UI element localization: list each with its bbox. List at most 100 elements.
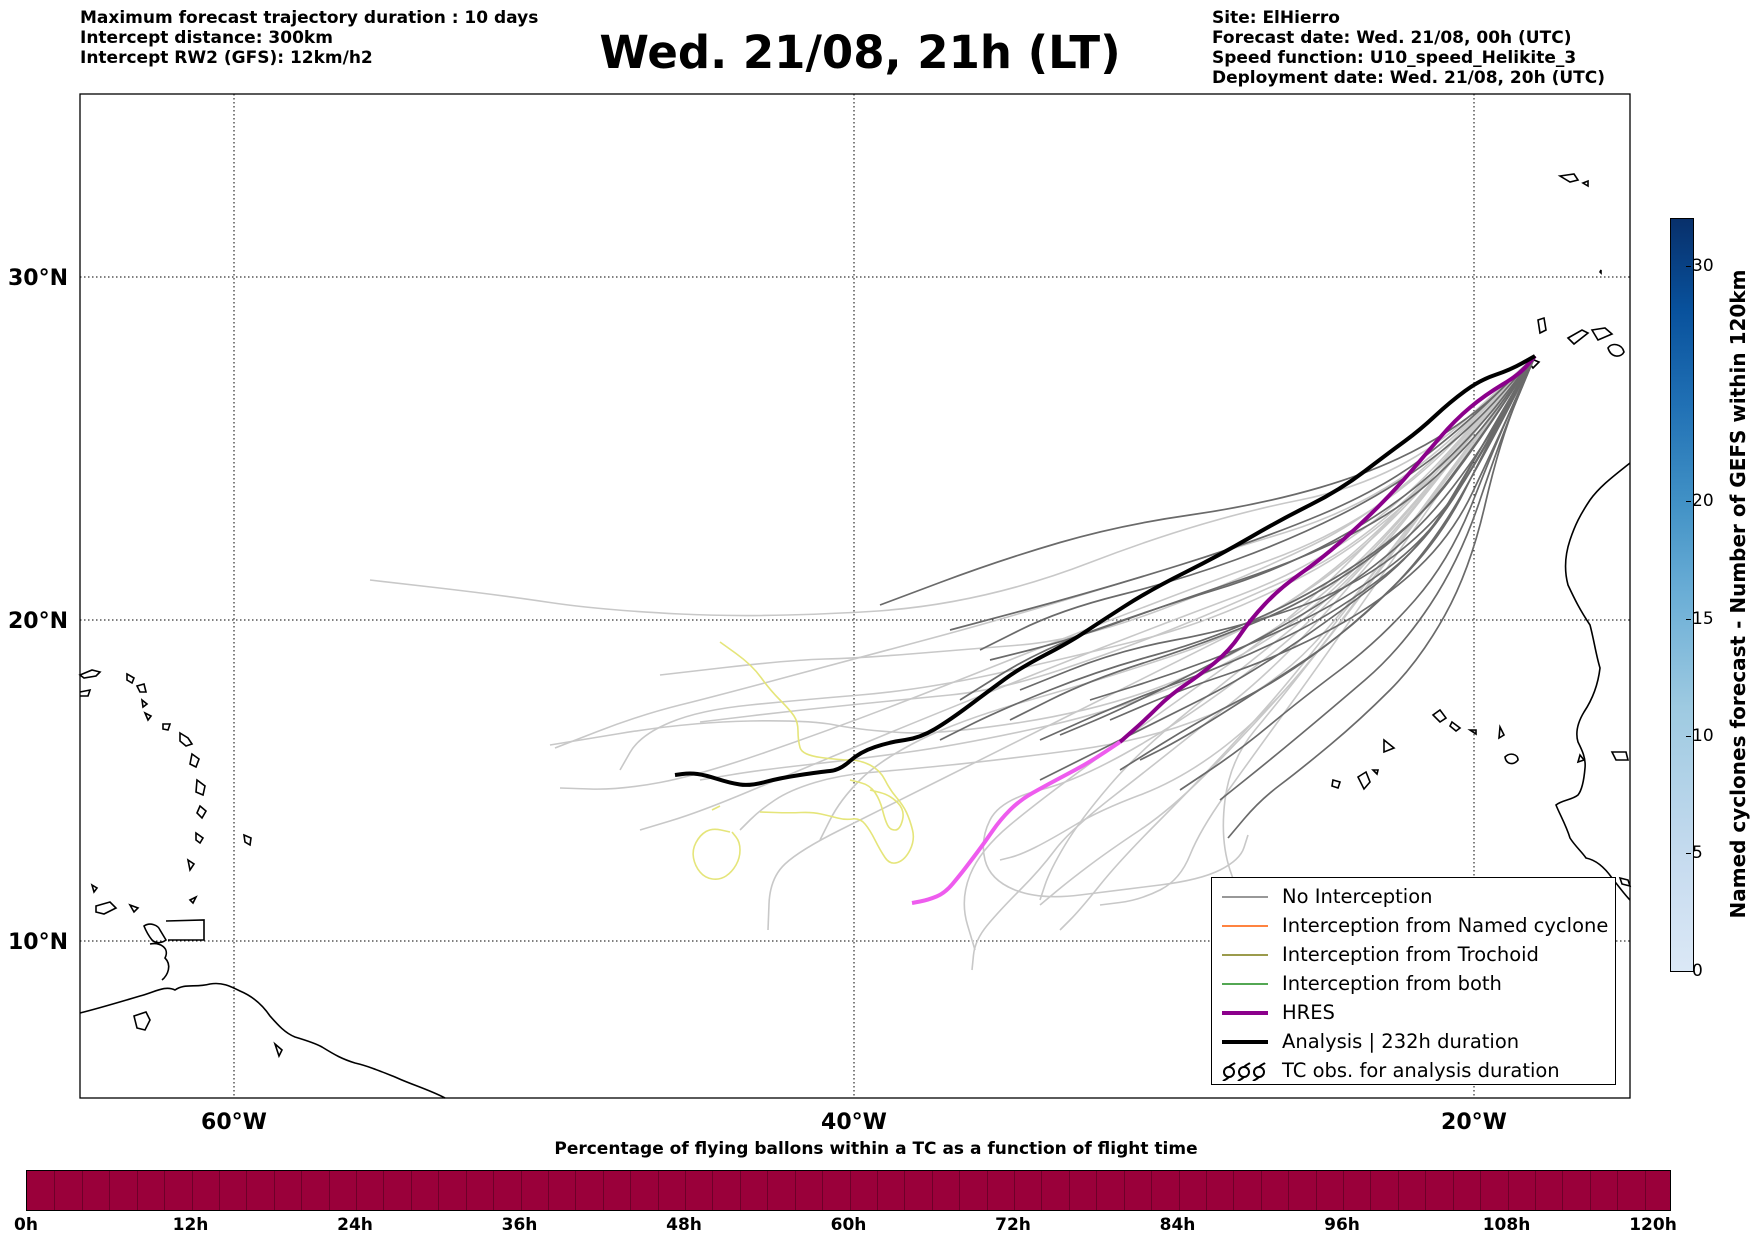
- intercept-distance-text: Intercept distance: 300km: [80, 28, 333, 48]
- flight-time-tick: 12h: [172, 1215, 209, 1235]
- light-trajectory: [639, 355, 1536, 831]
- legend-item-tc-obs: TC obs. for analysis duration: [1212, 1056, 1615, 1085]
- legend-label: Interception from Named cyclone: [1282, 914, 1609, 937]
- flight-time-percentage-bar: [26, 1170, 1671, 1211]
- legend-line-trochoid: [1222, 953, 1268, 956]
- bar-grid-line: [218, 1171, 220, 1210]
- bar-grid-line: [1343, 1171, 1344, 1210]
- legend-line-named-cyclone: [1222, 924, 1268, 927]
- legend-label: HRES: [1282, 1001, 1335, 1024]
- deployment-date-text: Deployment date: Wed. 21/08, 20h (UTC): [1212, 68, 1606, 88]
- bar-grid-line: [657, 1171, 659, 1210]
- hres-late-trajectory: [911, 740, 1122, 905]
- flight-time-tick: 60h: [830, 1215, 867, 1235]
- flight-time-tick: 48h: [666, 1215, 702, 1235]
- bar-grid-line: [465, 1171, 467, 1210]
- legend-label: Interception from Trochoid: [1282, 943, 1539, 966]
- site-text: Site: ElHierro: [1212, 8, 1340, 28]
- legend-item-trochoid: Interception from Trochoid: [1212, 940, 1615, 969]
- bar-grid-line: [520, 1171, 522, 1210]
- lat-label-30n: 30°N: [8, 266, 68, 291]
- bar-grid-line: [739, 1171, 741, 1210]
- bar-grid-line: [1288, 1171, 1290, 1210]
- bar-grid-line: [1151, 1171, 1153, 1210]
- bar-grid-line: [410, 1171, 412, 1210]
- bar-grid-line: [1397, 1171, 1399, 1210]
- forecast-date-text: Forecast date: Wed. 21/08, 00h (UTC): [1212, 28, 1572, 48]
- flight-time-tick: 24h: [337, 1215, 373, 1235]
- site-info: Site: ElHierro Forecast date: Wed. 21/08…: [1212, 8, 1605, 88]
- legend-line-both: [1222, 982, 1268, 985]
- bar-grid-line: [1562, 1171, 1564, 1210]
- gefs-trajectory: [949, 355, 1536, 631]
- legend-label: No Interception: [1282, 885, 1433, 908]
- bar-grid-line: [109, 1171, 111, 1210]
- flight-time-tick: 0h: [14, 1215, 38, 1235]
- bar-grid-line: [1425, 1171, 1427, 1210]
- legend-line-hres: [1222, 1010, 1268, 1015]
- colorbar-label: Named cyclones forecast - Number of GEFS…: [1726, 269, 1750, 919]
- hres-trajectory: [1118, 354, 1537, 744]
- bar-grid-line: [54, 1171, 56, 1210]
- bar-grid-line: [1068, 1171, 1070, 1210]
- analysis-trajectory: [674, 354, 1536, 787]
- bar-grid-line: [81, 1171, 83, 1210]
- max-duration-text: Maximum forecast trajectory duration : 1…: [80, 8, 539, 28]
- light-trajectory: [739, 355, 1536, 831]
- legend-label: TC obs. for analysis duration: [1282, 1059, 1560, 1082]
- yellow-trajectory: [692, 828, 741, 880]
- light-trajectory: [554, 355, 1536, 749]
- bar-grid-line: [301, 1171, 303, 1210]
- tc-symbol-icon: [1222, 1061, 1266, 1081]
- bar-grid-line: [1205, 1171, 1207, 1210]
- gefs-trajectory: [1089, 355, 1536, 701]
- gefs-trajectory: [1109, 355, 1536, 721]
- bar-grid-line: [1014, 1171, 1015, 1210]
- gefs-trajectory: [1227, 355, 1536, 839]
- gefs-trajectory: [1139, 355, 1536, 761]
- colorbar-tick-15: 15: [1686, 609, 1714, 629]
- gefs-trajectory: [1009, 355, 1536, 721]
- bar-grid-line: [876, 1171, 878, 1210]
- bar-grid-line: [1617, 1171, 1619, 1210]
- lon-label-20w: 20°W: [1441, 1110, 1507, 1135]
- yellow-trajectory: [719, 641, 915, 864]
- intercept-rw2-text: Intercept RW2 (GFS): 12km/h2: [80, 48, 373, 68]
- coastlines: [78, 173, 1632, 1099]
- lat-label-10n: 10°N: [8, 930, 68, 955]
- bar-grid-line: [246, 1171, 248, 1210]
- colorbar-tick-10: 10: [1686, 726, 1714, 746]
- speed-function-text: Speed function: U10_speed_Helikite_3: [1212, 48, 1577, 68]
- bar-grid-line: [767, 1171, 769, 1210]
- bar-grid-line: [575, 1171, 577, 1210]
- flight-time-tick: 36h: [501, 1215, 538, 1235]
- bar-grid-line: [1534, 1171, 1536, 1210]
- bar-grid-line: [273, 1171, 275, 1210]
- legend-item-named-cyclone: Interception from Named cyclone: [1212, 911, 1615, 940]
- bar-grid-line: [849, 1171, 851, 1210]
- bar-grid-line: [931, 1171, 933, 1210]
- gefs-trajectories: [879, 355, 1536, 839]
- light-trajectory: [999, 355, 1536, 861]
- bar-grid-line: [712, 1171, 714, 1210]
- light-trajectory: [549, 355, 1536, 746]
- light-trajectory: [659, 355, 1536, 676]
- bar-grid-line: [1178, 1171, 1180, 1210]
- bar-grid-line: [1480, 1171, 1482, 1210]
- colorbar-tick-0: 0: [1686, 961, 1703, 981]
- bar-grid-line: [328, 1171, 330, 1210]
- legend-label: Interception from both: [1282, 972, 1502, 995]
- bar-grid-line: [1123, 1171, 1125, 1210]
- legend-line-analysis: [1222, 1039, 1268, 1044]
- bar-grid-line: [383, 1171, 385, 1210]
- flight-time-tick: 84h: [1159, 1215, 1196, 1235]
- light-trajectory: [699, 355, 1536, 723]
- bar-grid-line: [1452, 1171, 1454, 1210]
- page-title: Wed. 21/08, 21h (LT): [599, 26, 1121, 79]
- colorbar-tick-30: 30: [1686, 256, 1714, 276]
- lon-label-60w: 60°W: [201, 1110, 267, 1135]
- bar-grid-line: [1315, 1171, 1317, 1210]
- legend-line-no-interception: [1222, 895, 1268, 898]
- flight-time-tick: 72h: [995, 1215, 1031, 1235]
- legend-item-both: Interception from both: [1212, 969, 1615, 998]
